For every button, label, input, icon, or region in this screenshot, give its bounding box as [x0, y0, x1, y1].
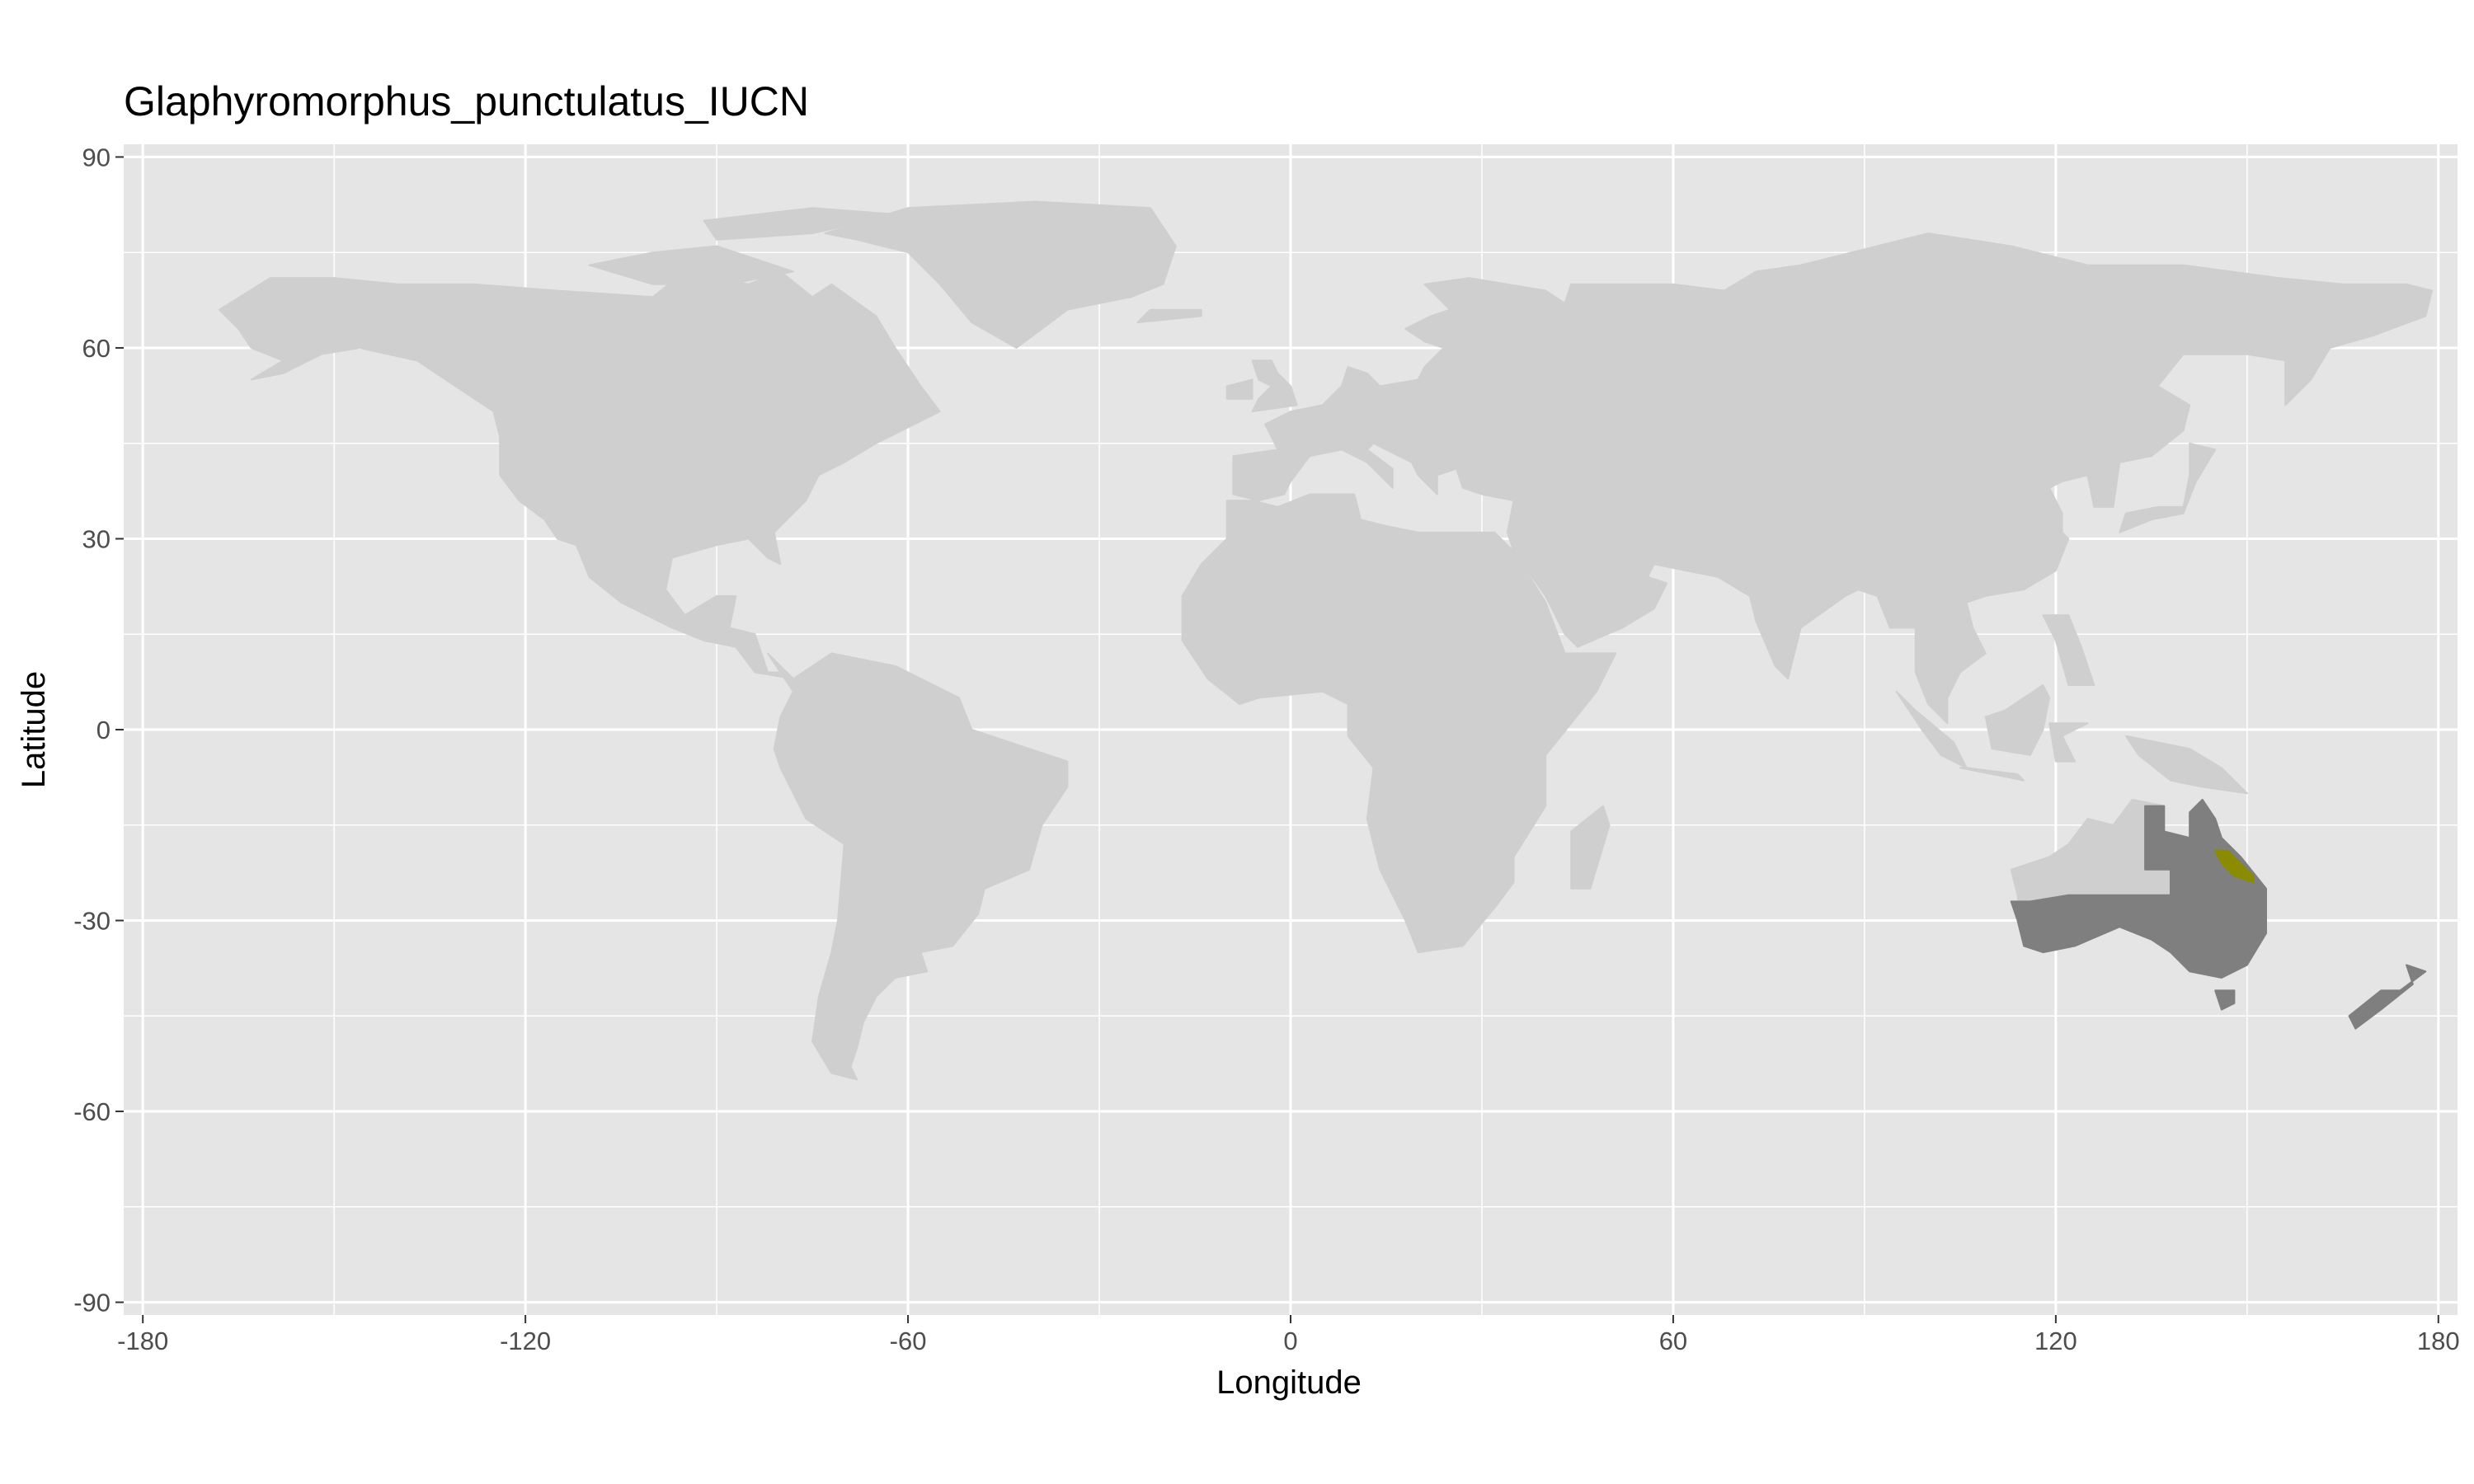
- x-tick-label: -120: [500, 1327, 551, 1355]
- land-polygon: [1251, 359, 1298, 413]
- land-polygon: [1181, 493, 1617, 954]
- land-layer: [219, 200, 2434, 1081]
- x-axis-title: Longitude: [1216, 1364, 1362, 1401]
- region-highlight-polygon: [2144, 805, 2191, 871]
- region-highlight-polygon: [2348, 964, 2427, 1030]
- x-tick-label: 120: [2034, 1327, 2077, 1355]
- land-polygon: [2119, 442, 2217, 533]
- land-polygon: [1570, 805, 1611, 890]
- y-tick-label: -90: [73, 1289, 111, 1317]
- region-highlight-polygon: [2010, 798, 2267, 979]
- species-range-polygon: [2214, 849, 2255, 884]
- species-range-layer: [2214, 849, 2255, 884]
- land-polygon: [1984, 684, 2051, 756]
- x-tick-label: -60: [890, 1327, 927, 1355]
- y-tick-label: 60: [82, 334, 111, 363]
- y-tick-label: 30: [82, 524, 111, 553]
- y-axis-title: Latitude: [16, 671, 52, 788]
- land-polygon: [2124, 735, 2248, 795]
- y-tick-label: 90: [82, 143, 111, 171]
- plot-title: Glaphyromorphus_punctulatus_IUCN: [124, 78, 809, 124]
- land-polygon: [767, 652, 1069, 1081]
- land-polygon: [588, 245, 794, 285]
- x-tick-label: -180: [117, 1327, 168, 1355]
- y-axis: -90 -60 -30 0 30 60 90: [73, 143, 124, 1317]
- land-polygon: [1959, 767, 2025, 782]
- land-polygon: [824, 200, 1177, 349]
- x-tick-label: 60: [1659, 1327, 1687, 1355]
- land-polygon: [219, 270, 941, 680]
- land-polygon: [703, 207, 896, 241]
- y-tick-label: -60: [73, 1097, 111, 1126]
- x-axis: -180 -120 -60 0 60 120 180: [117, 1315, 2460, 1355]
- y-tick-label: 0: [96, 716, 111, 744]
- y-tick-label: -30: [73, 907, 111, 936]
- land-polygon: [2042, 614, 2095, 686]
- region-highlight-layer: [2010, 798, 2427, 1030]
- land-polygon: [1232, 232, 2434, 725]
- land-polygon: [1225, 378, 1253, 400]
- land-polygon: [1136, 308, 1202, 324]
- x-tick-label: 0: [1283, 1327, 1297, 1355]
- region-highlight-polygon: [2214, 989, 2236, 1011]
- land-polygon: [2048, 722, 2089, 763]
- x-tick-label: 180: [2417, 1327, 2460, 1355]
